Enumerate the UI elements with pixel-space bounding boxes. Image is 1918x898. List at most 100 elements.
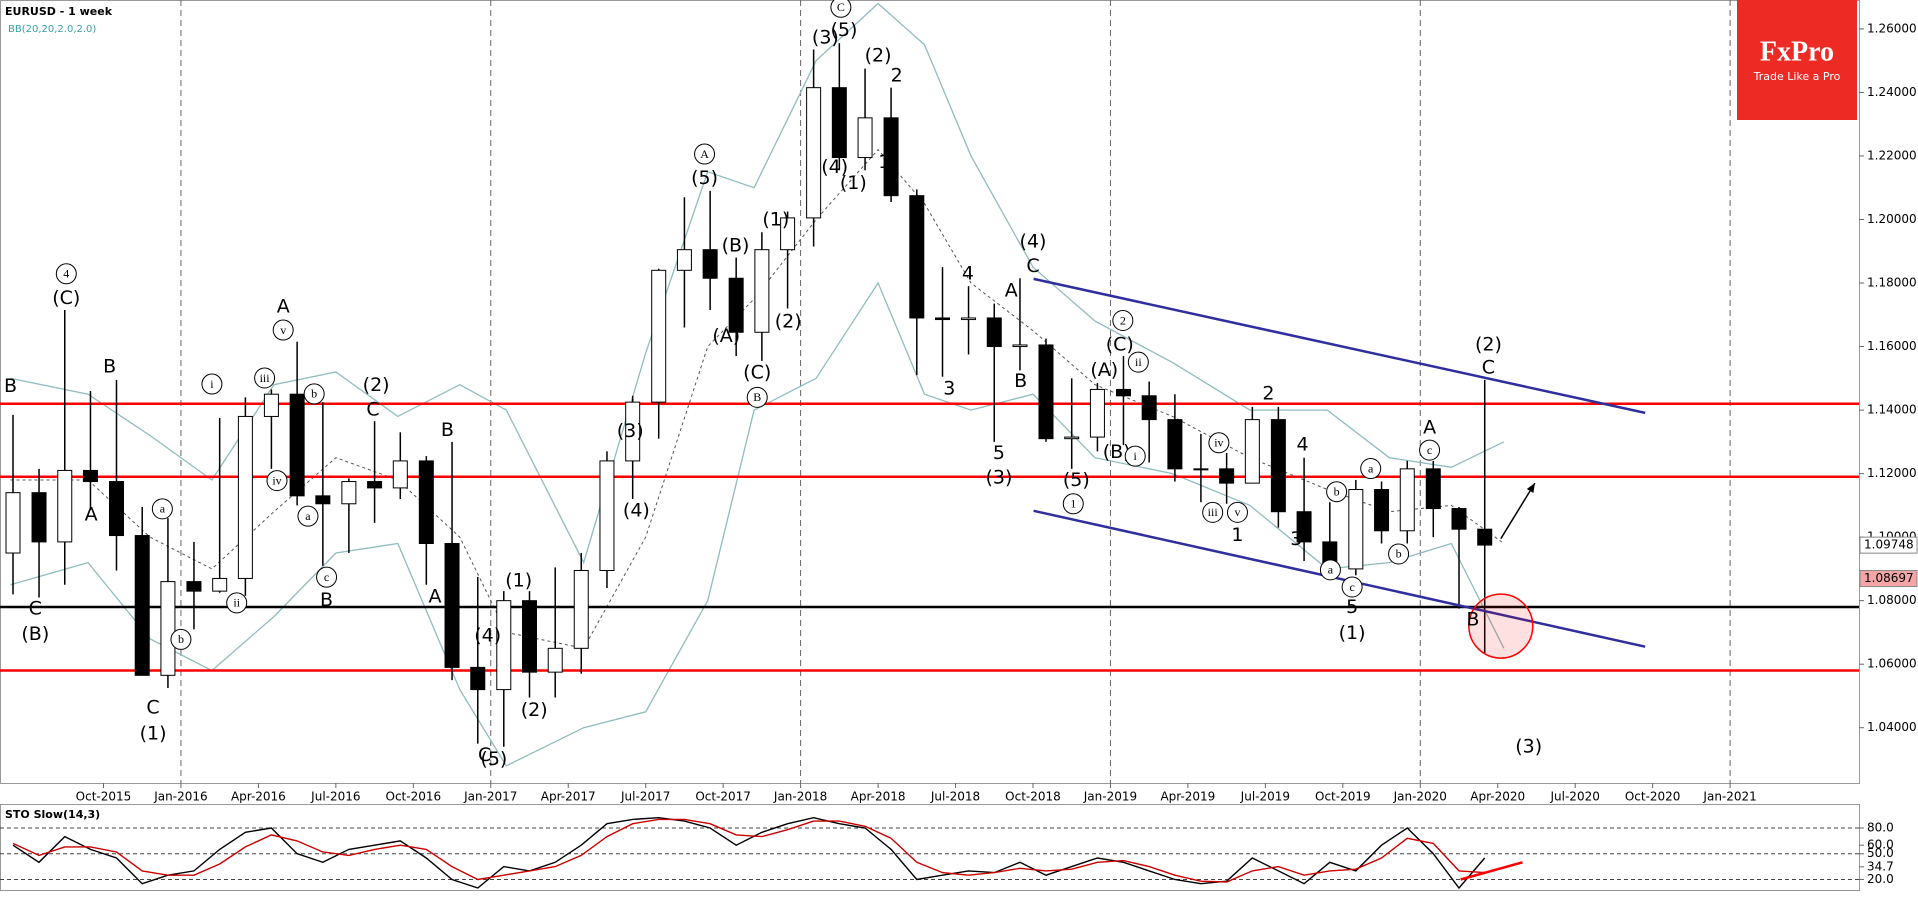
x-tick-label: Jan-2016 — [153, 790, 207, 804]
price-label: 1.08697 — [1864, 571, 1914, 585]
y-tick-label: 34.7 — [1867, 859, 1894, 873]
wave-label: ii — [233, 596, 240, 610]
main-frame — [0, 0, 1860, 784]
y-tick-label: 1.14000 — [1867, 403, 1917, 417]
candle-body — [289, 393, 305, 497]
y-tick-label: 1.12000 — [1867, 466, 1917, 480]
bollinger-lower — [10, 281, 1505, 767]
candle-body — [418, 460, 434, 544]
price-label-box — [1859, 536, 1918, 554]
wave-label: C — [478, 744, 491, 766]
wave-label: v — [280, 323, 286, 337]
wave-label: iii — [1208, 505, 1219, 519]
wave-label: 2 — [1262, 382, 1274, 404]
y-tick-label: 1.18000 — [1867, 276, 1917, 290]
chart-title: EURUSD - 1 week — [5, 5, 113, 18]
wave-label: (C) — [52, 287, 80, 309]
wave-circle — [266, 470, 288, 492]
x-tick-label: Jul-2016 — [310, 790, 360, 804]
channel-line — [1033, 509, 1646, 648]
wave-label: (B) — [722, 234, 750, 256]
wave-label: c — [1349, 580, 1354, 594]
sto-trendline — [1460, 861, 1523, 881]
wave-label: ii — [1135, 355, 1142, 369]
wave-label: (1) — [762, 209, 789, 231]
wave-label: (4) — [623, 500, 650, 522]
sto-line — [12, 818, 1485, 883]
candle-body — [1425, 468, 1441, 510]
y-tick-label: 80.0 — [1867, 821, 1894, 835]
y-tick-label: 1.24000 — [1867, 85, 1917, 99]
wave-label: A — [429, 585, 442, 607]
candle-body — [702, 249, 718, 279]
wave-label: A — [85, 503, 98, 525]
wave-label: (2) — [1475, 333, 1502, 355]
x-tick-label: Jul-2019 — [1240, 790, 1290, 804]
y-tick-label: 1.06000 — [1867, 657, 1917, 671]
candle-body — [831, 87, 847, 159]
sto-frame — [0, 804, 1860, 891]
wave-label: 2 — [891, 64, 903, 86]
y-tick-label: 1.08000 — [1867, 593, 1917, 607]
wave-label: C — [837, 0, 845, 14]
wave-label: (1) — [140, 722, 167, 744]
wave-label: 4 — [63, 267, 69, 281]
logo-name: FxPro — [1760, 36, 1834, 67]
wave-label: (5) — [480, 748, 507, 770]
wave-label: (2) — [775, 310, 802, 332]
candle-body — [754, 249, 770, 333]
wave-circle — [1226, 501, 1248, 523]
wave-label: C — [1026, 255, 1039, 277]
candle-body — [1296, 511, 1312, 543]
wave-label: b — [311, 387, 317, 401]
candle-body — [625, 401, 641, 462]
wave-circle — [830, 0, 852, 18]
y-tick-label: 1.04000 — [1867, 720, 1917, 734]
wave-label: 2 — [1120, 313, 1126, 327]
wave-label: (C) — [1106, 333, 1134, 355]
y-tick-label: 1.26000 — [1867, 21, 1917, 35]
wave-label: (A) — [712, 325, 740, 347]
x-tick-label: Jan-2020 — [1393, 790, 1447, 804]
wave-label: B — [320, 589, 333, 611]
wave-label: (1) — [840, 172, 867, 194]
wave-circle — [1326, 481, 1348, 503]
wave-label: (4) — [474, 624, 501, 646]
y-tick-label: 1.16000 — [1867, 339, 1917, 353]
x-tick-label: Jan-2017 — [463, 790, 517, 804]
wave-label: A — [1005, 279, 1018, 301]
wave-circle — [746, 386, 768, 408]
candle-body — [470, 666, 486, 691]
wave-label: c — [1427, 443, 1432, 457]
candle-body — [1219, 468, 1235, 484]
candle-body — [263, 393, 279, 417]
wave-label: (5) — [831, 19, 858, 41]
candle-body — [1399, 468, 1415, 532]
wave-circle — [1062, 493, 1084, 515]
candle-body — [186, 581, 202, 592]
wave-label: B — [753, 390, 761, 404]
candle-body — [986, 317, 1002, 348]
wave-label: b — [1334, 484, 1340, 498]
indicator-label: BB(20,20,2.0,2.0) — [8, 24, 96, 35]
candle-body — [909, 195, 925, 319]
wave-circle — [254, 367, 276, 389]
channel-line — [1033, 277, 1646, 415]
x-tick-label: Jan-2018 — [773, 790, 827, 804]
wave-label: 1 — [1070, 497, 1076, 511]
wave-label: a — [160, 502, 166, 516]
x-tick-label: Jul-2018 — [930, 790, 980, 804]
wave-label: iv — [1214, 436, 1223, 450]
candle-body — [82, 469, 98, 483]
wave-label: B — [103, 355, 116, 377]
wave-label: (C) — [743, 361, 771, 383]
x-tick-label: Apr-2017 — [541, 790, 596, 804]
candle-body — [676, 249, 692, 271]
x-tick-label: Oct-2017 — [695, 790, 751, 804]
wave-label: C — [146, 697, 159, 719]
candle-body — [31, 492, 47, 543]
candle-body — [780, 217, 796, 251]
candle-body — [1451, 508, 1467, 530]
candle-body — [547, 647, 563, 673]
